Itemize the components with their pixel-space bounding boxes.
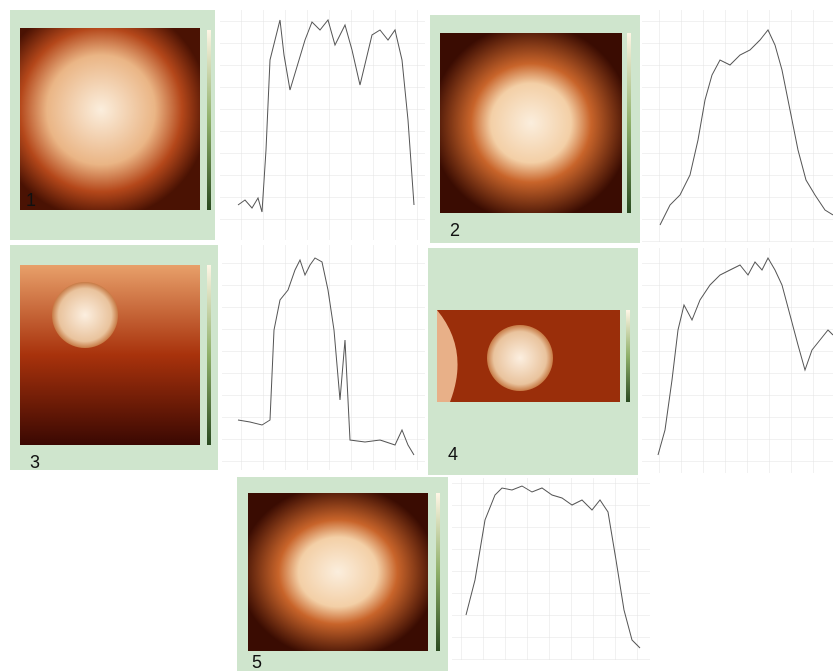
panel-label: 1	[26, 190, 36, 210]
panel-label: 3	[30, 452, 40, 472]
profile-plot	[452, 478, 650, 660]
afm-image	[20, 265, 200, 445]
afm-image	[248, 493, 428, 651]
panel-label: 2	[450, 220, 460, 240]
color-bar	[436, 493, 440, 651]
figure: 1 2 3 4 5	[0, 0, 833, 671]
afm-particle	[52, 282, 118, 348]
color-bar	[627, 33, 631, 213]
color-bar	[626, 310, 630, 402]
color-bar	[207, 30, 211, 210]
color-bar	[207, 265, 211, 445]
panel-label: 4	[448, 444, 458, 464]
afm-image	[440, 33, 622, 213]
afm-image	[20, 28, 200, 210]
profile-plot	[642, 248, 833, 473]
afm-particle	[487, 325, 553, 391]
profile-plot	[220, 10, 425, 240]
profile-plot	[222, 245, 425, 470]
panel-label: 5	[252, 652, 262, 671]
profile-plot	[642, 10, 833, 242]
